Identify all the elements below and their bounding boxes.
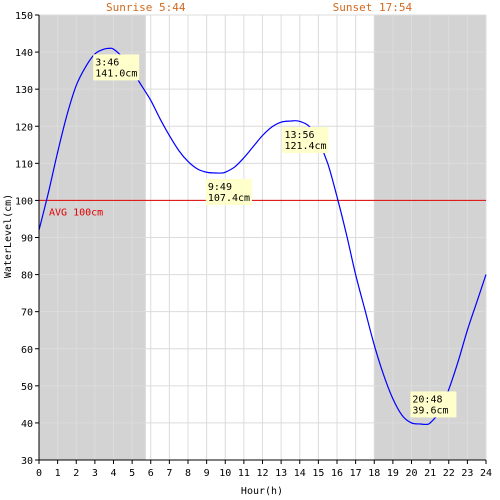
x-tick-label: 19 <box>387 468 399 479</box>
x-tick-label: 23 <box>461 468 473 479</box>
y-tick-label: 90 <box>21 234 33 245</box>
x-tick-label: 15 <box>312 468 324 479</box>
x-tick-label: 7 <box>166 468 172 479</box>
x-tick-label: 12 <box>256 468 268 479</box>
y-tick-label: 150 <box>15 11 33 22</box>
annotation-box <box>205 178 252 205</box>
axes: 0 1 2 3 4 5 6 7 8 9 10 11 12 13 14 15 16 17 18 19 20 21 22 23 24… <box>15 11 492 479</box>
x-tick-label: 18 <box>368 468 380 479</box>
y-tick-label: 130 <box>15 85 33 96</box>
x-axis-label: Hour(h) <box>241 486 283 497</box>
x-tick-label: 20 <box>405 468 417 479</box>
y-tick-label: 100 <box>15 196 33 207</box>
annotation: 20:48 39.6cm <box>410 391 457 418</box>
y-tick-label: 120 <box>15 122 33 133</box>
x-tick-label: 11 <box>238 468 250 479</box>
x-tick-label: 21 <box>424 468 436 479</box>
y-tick-label: 60 <box>21 345 33 356</box>
x-tick-label: 1 <box>55 468 61 479</box>
annotation-box <box>93 54 140 81</box>
y-tick-label: 80 <box>21 271 33 282</box>
annotation-box <box>410 391 457 418</box>
grid <box>38 14 487 461</box>
x-tick-label: 13 <box>275 468 287 479</box>
sunrise-label: Sunrise 5:44 <box>106 1 186 14</box>
annotation-value: 39.6cm <box>412 405 448 416</box>
annotation-box <box>282 127 329 154</box>
x-tick-label: 2 <box>73 468 79 479</box>
x-tick-label: 6 <box>148 468 154 479</box>
annotation-time: 9:49 <box>208 182 232 193</box>
series-layer <box>38 47 487 426</box>
x-tick-label: 3 <box>92 468 98 479</box>
x-tick-label: 0 <box>36 468 42 479</box>
x-tick-label: 14 <box>294 468 306 479</box>
annotation-value: 141.0cm <box>95 68 137 79</box>
x-tick-label: 24 <box>480 468 492 479</box>
y-tick-label: 110 <box>15 159 33 170</box>
annotation-value: 121.4cm <box>284 141 326 152</box>
x-tick-label: 8 <box>185 468 191 479</box>
x-tick-label: 10 <box>219 468 231 479</box>
annotation-time: 20:48 <box>412 394 442 405</box>
y-axis-label: WaterLevel(cm) <box>3 194 14 278</box>
water-level-line <box>38 47 487 426</box>
x-tick-label: 5 <box>129 468 135 479</box>
x-tick-label: 17 <box>350 468 362 479</box>
y-tick-label: 40 <box>21 419 33 430</box>
x-tick-label: 16 <box>331 468 343 479</box>
average-line: AVG 100cm <box>39 199 486 218</box>
sunset-label: Sunset 17:54 <box>333 1 413 14</box>
y-tick-label: 70 <box>21 308 33 319</box>
annotation-time: 3:46 <box>95 57 119 68</box>
y-tick-label: 140 <box>15 48 33 59</box>
annotation-value: 107.4cm <box>208 193 250 204</box>
x-tick-label: 9 <box>204 468 210 479</box>
x-tick-label: 22 <box>443 468 455 479</box>
x-tick-label: 4 <box>110 468 116 479</box>
avg-label: AVG 100cm <box>49 207 103 218</box>
y-tick-label: 30 <box>21 456 33 467</box>
annotation-time: 13:56 <box>284 130 314 141</box>
y-tick-label: 50 <box>21 382 33 393</box>
